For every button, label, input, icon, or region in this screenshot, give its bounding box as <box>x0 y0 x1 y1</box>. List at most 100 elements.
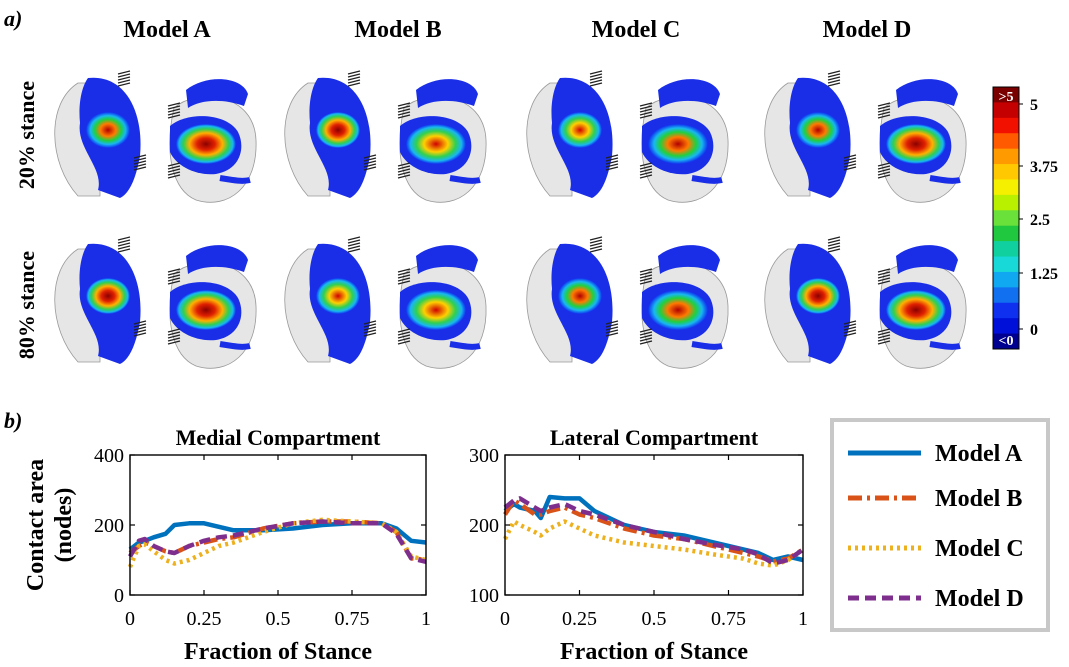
medial-plateau-map <box>54 70 147 198</box>
y-axis-label: (nodes) <box>51 488 77 563</box>
colorbar-swatch <box>993 133 1019 150</box>
spring-marker <box>843 320 857 337</box>
x-axis-label: Fraction of Stance <box>184 639 372 665</box>
spring-marker <box>363 154 377 171</box>
spring-marker <box>397 328 411 345</box>
lateral-plateau-map <box>639 79 729 203</box>
spring-marker <box>877 162 891 179</box>
x-tick-label: 0.25 <box>562 608 597 630</box>
series-line-model-b <box>503 498 805 564</box>
colorbar-swatch <box>993 194 1019 211</box>
spring-marker <box>877 328 891 345</box>
lateral-plateau-map <box>167 79 257 203</box>
medial-plateau-map <box>764 70 857 198</box>
medial-plateau-map <box>284 236 377 364</box>
series-line-model-d <box>128 519 427 564</box>
row-label: 20% stance <box>14 81 39 189</box>
spring-marker <box>117 236 131 253</box>
spring-marker <box>397 102 411 119</box>
colorbar-swatch <box>993 241 1019 258</box>
spring-marker <box>589 236 603 253</box>
colorbar-swatch <box>993 302 1019 319</box>
y-axis-label: Contact area <box>23 459 49 591</box>
spring-marker <box>877 102 891 119</box>
legend-item: Model D <box>848 586 1024 612</box>
series-line-model-c <box>502 519 805 568</box>
chart-title: Lateral Compartment <box>550 425 759 450</box>
model-title: Model A <box>123 17 211 43</box>
spring-marker <box>167 268 181 285</box>
x-tick-label: 1 <box>798 608 808 630</box>
model-title: Model B <box>354 17 441 43</box>
y-tick-label: 0 <box>114 585 124 607</box>
medial-plateau-map <box>764 236 857 364</box>
colorbar-tick-label: 5 <box>1030 97 1038 114</box>
panel-a-label: a) <box>4 6 22 31</box>
spring-marker <box>827 70 841 87</box>
medial-plateau-map <box>526 236 619 364</box>
spring-marker <box>639 162 653 179</box>
y-tick-label: 100 <box>469 585 499 607</box>
legend-item: Model C <box>848 536 1024 562</box>
x-tick-label: 0.5 <box>266 608 291 630</box>
medial-plateau-map <box>526 70 619 198</box>
spring-marker <box>397 268 411 285</box>
spring-marker <box>363 320 377 337</box>
spring-marker <box>133 154 147 171</box>
lateral-plateau-map <box>397 79 487 203</box>
spring-marker <box>605 320 619 337</box>
colorbar-tick-label: 0 <box>1030 322 1038 339</box>
x-tick-label: 0.75 <box>335 608 370 630</box>
legend-item: Model B <box>848 486 1022 512</box>
colorbar-swatch <box>993 256 1019 273</box>
spring-marker <box>167 328 181 345</box>
colorbar-tick-label: 3.75 <box>1030 159 1058 176</box>
legend-label: Model D <box>935 586 1024 612</box>
spring-marker <box>347 70 361 87</box>
x-tick-label: 0.5 <box>642 608 667 630</box>
medial-plateau-map <box>54 236 147 364</box>
model-title: Model C <box>592 17 681 43</box>
colorbar-swatch <box>993 318 1019 335</box>
spring-marker <box>827 236 841 253</box>
spring-marker <box>605 154 619 171</box>
lateral-plateau-map <box>877 245 967 369</box>
spring-marker <box>843 154 857 171</box>
spring-marker <box>639 268 653 285</box>
spring-marker <box>167 162 181 179</box>
lateral-plateau-map <box>167 245 257 369</box>
colorbar-swatch <box>993 117 1019 134</box>
colorbar-swatch <box>993 271 1019 288</box>
x-tick-label: 0.25 <box>187 608 222 630</box>
spring-marker <box>639 102 653 119</box>
spring-marker <box>133 320 147 337</box>
spring-marker <box>397 162 411 179</box>
colorbar-tick-label: 2.5 <box>1030 212 1050 229</box>
y-tick-label: 400 <box>94 445 124 467</box>
colorbar-swatch <box>993 287 1019 304</box>
colorbar-swatch <box>993 148 1019 165</box>
lateral-plateau-map <box>877 79 967 203</box>
chart-title: Medial Compartment <box>176 425 381 450</box>
legend-label: Model A <box>935 441 1023 467</box>
y-tick-label: 300 <box>469 445 499 467</box>
y-tick-label: 200 <box>94 515 124 537</box>
colorbar-swatch <box>993 225 1019 242</box>
legend-item: Model A <box>848 441 1023 467</box>
spring-marker <box>589 70 603 87</box>
colorbar-swatch <box>993 179 1019 196</box>
spring-marker <box>117 70 131 87</box>
medial-compartment-chart: Medial Compartment 0 0.25 0.5 0.75 1 0 200 400 Fr… <box>23 425 431 665</box>
colorbar-swatch <box>993 164 1019 180</box>
contact-pressure-maps <box>54 70 967 369</box>
x-tick-label: 0.75 <box>711 608 746 630</box>
panel-b-label: b) <box>4 408 22 433</box>
lateral-plateau-map <box>397 245 487 369</box>
x-tick-label: 1 <box>421 608 431 630</box>
x-tick-label: 0 <box>500 608 510 630</box>
colorbar-swatch <box>993 210 1019 227</box>
spring-marker <box>347 236 361 253</box>
colorbar: >5 <0 5 3.75 2.5 1.25 0 <box>992 86 1058 350</box>
spring-marker <box>639 328 653 345</box>
